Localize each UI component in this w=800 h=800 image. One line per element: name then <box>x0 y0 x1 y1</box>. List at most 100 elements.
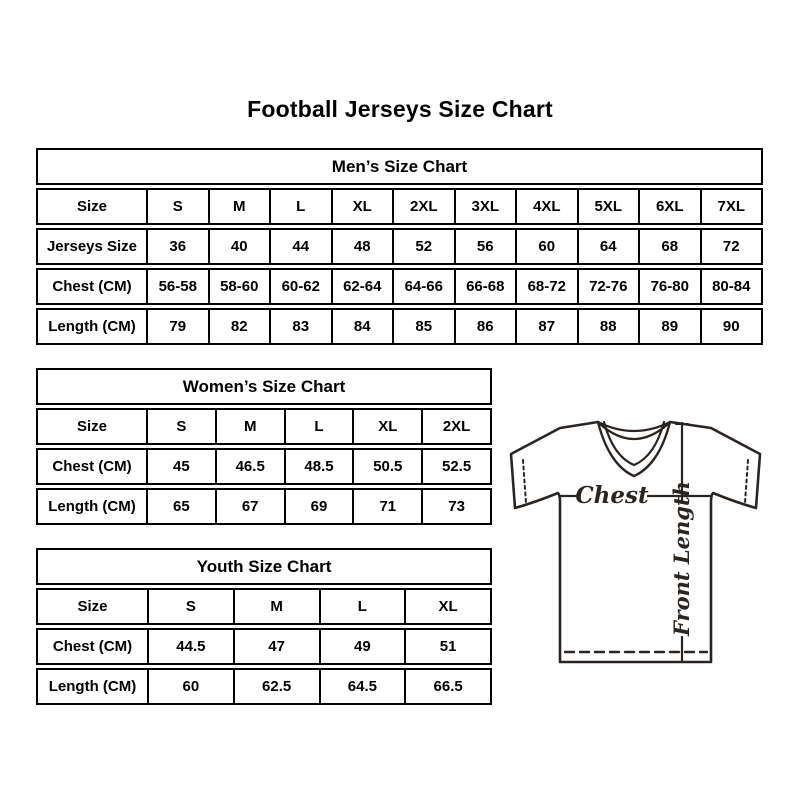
value-cell: 72 <box>701 228 763 265</box>
value-cell: 3XL <box>455 188 517 225</box>
value-cell: 2XL <box>394 188 456 225</box>
front-length-label-backing <box>671 504 695 636</box>
value-cell: 84 <box>332 308 394 345</box>
value-cell: 48.5 <box>285 448 355 485</box>
chest-measure-label: Chest <box>575 482 649 509</box>
value-cell: 66.5 <box>406 668 492 705</box>
value-cell: XL <box>406 588 492 625</box>
value-cell: 65 <box>148 488 217 525</box>
value-cell: 76-80 <box>640 268 702 305</box>
table-row: Chest (CM) 45 46.5 48.5 50.5 52.5 <box>36 448 492 485</box>
value-cell: 56 <box>455 228 517 265</box>
table-row: Jerseys Size 36 40 44 48 52 56 60 64 68 72 <box>36 228 763 265</box>
value-cell: 44 <box>271 228 333 265</box>
table-title: Youth Size Chart <box>36 548 492 585</box>
value-cell: 7XL <box>701 188 763 225</box>
value-cell: 67 <box>216 488 286 525</box>
jersey-measurement-diagram: Chest Front Length <box>498 396 774 688</box>
value-cell: 62.5 <box>234 668 321 705</box>
value-cell: M <box>216 408 286 445</box>
value-cell: 64 <box>578 228 640 265</box>
table-row: Length (CM) 79 82 83 84 85 86 87 88 89 90 <box>36 308 763 345</box>
value-cell: 64-66 <box>394 268 456 305</box>
value-cell: 71 <box>354 488 424 525</box>
value-cell: 68-72 <box>517 268 579 305</box>
left-cuff-dashed-line <box>522 459 527 504</box>
jersey-diagram-svg: Chest Front Length <box>509 420 762 664</box>
vneck-inner-line <box>602 420 666 467</box>
mens-size-table: Men’s Size Chart Size S M L XL 2XL 3XL 4XL 5XL 6XL… <box>36 145 763 348</box>
table-title: Men’s Size Chart <box>36 148 763 185</box>
value-cell: 88 <box>578 308 640 345</box>
table-header-row: Women’s Size Chart <box>36 368 492 405</box>
value-cell: XL <box>332 188 394 225</box>
womens-size-table: Women’s Size Chart Size S M L XL 2XL Chest (CM)… <box>36 365 492 528</box>
table-header-row: Youth Size Chart <box>36 548 492 585</box>
right-cuff-dashed-line <box>744 459 749 504</box>
value-cell: 52 <box>394 228 456 265</box>
value-cell: 50.5 <box>354 448 424 485</box>
vneck-outer-line <box>596 420 672 478</box>
value-cell: 6XL <box>640 188 702 225</box>
table-row: Length (CM) 60 62.5 64.5 66.5 <box>36 668 492 705</box>
row-label-cell: Size <box>36 588 149 625</box>
value-cell: 45 <box>148 448 217 485</box>
value-cell: 68 <box>640 228 702 265</box>
row-label-cell: Chest (CM) <box>36 628 149 665</box>
value-cell: S <box>148 408 217 445</box>
table-row: Chest (CM) 44.5 47 49 51 <box>36 628 492 665</box>
value-cell: L <box>285 408 355 445</box>
table-row: Size S M L XL <box>36 588 492 625</box>
value-cell: 69 <box>285 488 355 525</box>
table-row: Size S M L XL 2XL <box>36 408 492 445</box>
table-row: Chest (CM) 56-58 58-60 60-62 62-64 64-66 66-68… <box>36 268 763 305</box>
value-cell: 73 <box>423 488 492 525</box>
page-title: Football Jerseys Size Chart <box>247 96 553 122</box>
value-cell: XL <box>354 408 424 445</box>
value-cell: 66-68 <box>455 268 517 305</box>
value-cell: L <box>271 188 333 225</box>
value-cell: 89 <box>640 308 702 345</box>
value-cell: 56-58 <box>148 268 210 305</box>
row-label-cell: Chest (CM) <box>36 448 148 485</box>
value-cell: 60 <box>517 228 579 265</box>
value-cell: 52.5 <box>423 448 492 485</box>
value-cell: 5XL <box>578 188 640 225</box>
table-row: Size S M L XL 2XL 3XL 4XL 5XL 6XL 7XL <box>36 188 763 225</box>
front-length-measure-label: Front Length <box>669 481 694 637</box>
value-cell: 72-76 <box>578 268 640 305</box>
row-label-cell: Length (CM) <box>36 668 149 705</box>
row-label-cell: Chest (CM) <box>36 268 148 305</box>
row-label-cell: Size <box>36 408 148 445</box>
jersey-outline <box>509 420 762 664</box>
table-header-row: Men’s Size Chart <box>36 148 763 185</box>
value-cell: 64.5 <box>320 668 407 705</box>
value-cell: 86 <box>455 308 517 345</box>
value-cell: 40 <box>209 228 271 265</box>
value-cell: 46.5 <box>216 448 286 485</box>
chest-label-backing <box>577 484 647 506</box>
value-cell: 80-84 <box>701 268 763 305</box>
value-cell: S <box>148 188 210 225</box>
value-cell: 58-60 <box>209 268 271 305</box>
value-cell: 44.5 <box>149 628 235 665</box>
value-cell: 83 <box>271 308 333 345</box>
value-cell: 87 <box>517 308 579 345</box>
value-cell: 62-64 <box>332 268 394 305</box>
value-cell: 90 <box>701 308 763 345</box>
value-cell: L <box>320 588 407 625</box>
value-cell: 60-62 <box>271 268 333 305</box>
value-cell: M <box>209 188 271 225</box>
value-cell: 82 <box>209 308 271 345</box>
table-row: Length (CM) 65 67 69 71 73 <box>36 488 492 525</box>
value-cell: 2XL <box>423 408 492 445</box>
value-cell: S <box>149 588 235 625</box>
row-label-cell: Length (CM) <box>36 308 148 345</box>
value-cell: 49 <box>320 628 407 665</box>
value-cell: 36 <box>148 228 210 265</box>
value-cell: M <box>234 588 321 625</box>
youth-size-table: Youth Size Chart Size S M L XL Chest (CM) 44.5 4… <box>36 545 492 708</box>
value-cell: 48 <box>332 228 394 265</box>
value-cell: 51 <box>406 628 492 665</box>
value-cell: 4XL <box>517 188 579 225</box>
